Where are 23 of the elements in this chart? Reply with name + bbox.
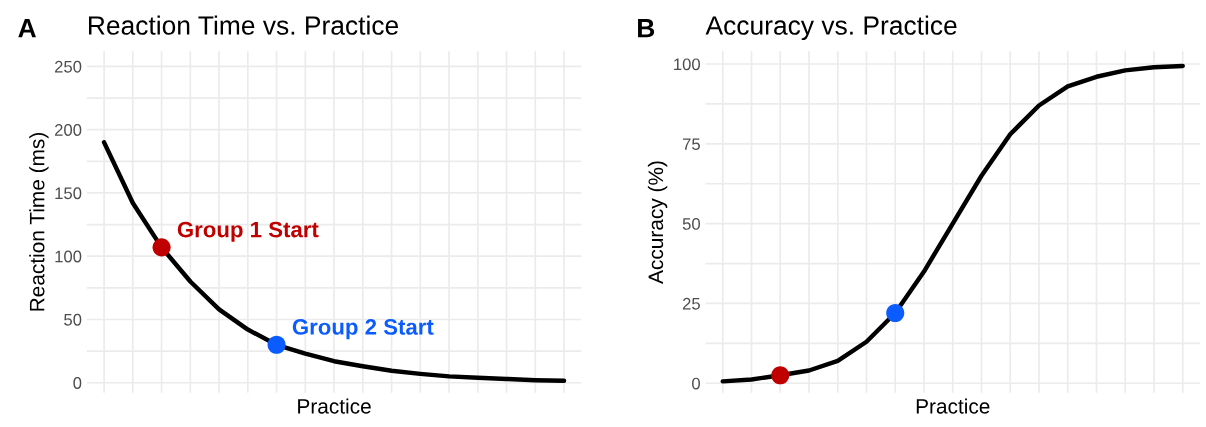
text: A <box>18 19 36 38</box>
y-axis-title: Accuracy (%) <box>647 161 668 284</box>
y-tick-label: 150 <box>55 187 82 200</box>
x-axis-title: Practice <box>298 398 371 414</box>
x-axis-title: Practice <box>916 398 990 414</box>
y-tick-label: 0 <box>73 377 82 389</box>
y-tick-label: 100 <box>674 58 700 71</box>
series-label: Group 1 Start <box>177 221 319 242</box>
text: B <box>638 19 655 38</box>
series-label: Group 2 Start <box>292 319 434 340</box>
chart-title: Reaction Time vs. Practice <box>89 15 399 35</box>
y-tick-label: 75 <box>682 138 700 151</box>
y-tick-label: 100 <box>55 250 82 263</box>
chart-title: Accuracy vs. Practice <box>705 15 957 41</box>
line-series <box>720 63 1185 384</box>
y-tick-label: 25 <box>682 297 700 310</box>
y-tick-label: 50 <box>64 313 82 326</box>
y-tick-label: 200 <box>55 124 82 136</box>
y-tick-label: 0 <box>692 377 700 390</box>
y-axis-title: Reaction Time (ms) <box>29 133 49 311</box>
y-tick-label: 50 <box>682 218 700 230</box>
line-series <box>101 140 567 384</box>
y-tick-label: 250 <box>55 60 82 73</box>
